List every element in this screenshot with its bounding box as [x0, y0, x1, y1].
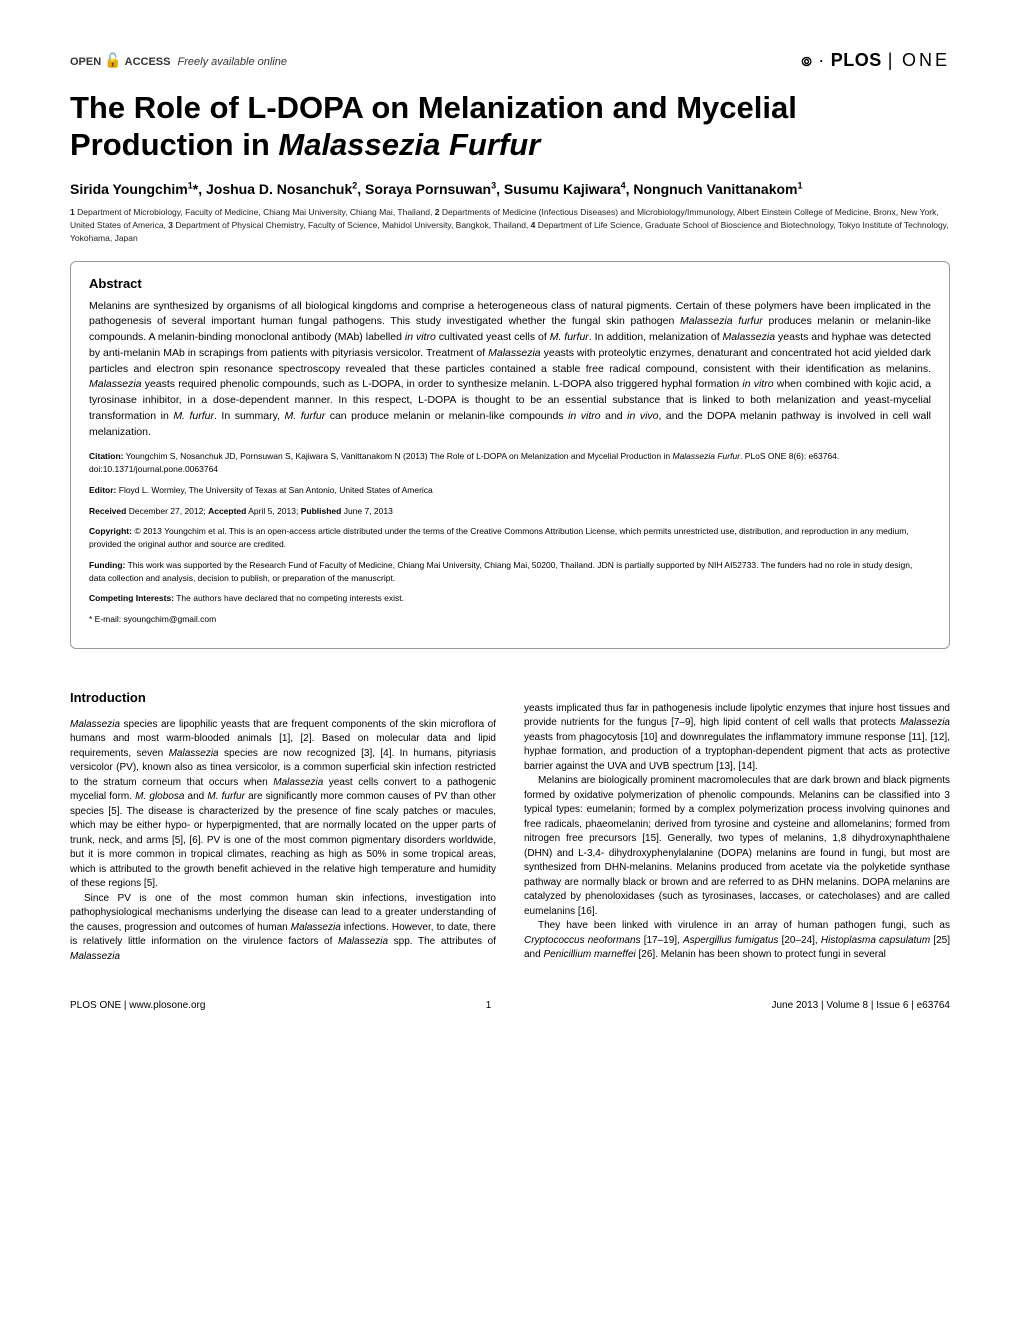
intro-p5: They have been linked with virulence in …	[524, 919, 950, 963]
open-access-access: ACCESS	[125, 56, 171, 68]
footer-left: PLOS ONE | www.plosone.org	[70, 1000, 205, 1011]
page-header: OPEN🔓 ACCESS Freely available online ⦾·PL…	[70, 50, 950, 71]
journal-one: ONE	[902, 50, 950, 70]
copyright: Copyright: © 2013 Youngchim et al. This …	[89, 525, 931, 551]
competing-interests: Competing Interests: The authors have de…	[89, 592, 931, 605]
intro-p2: Since PV is one of the most common human…	[70, 892, 496, 965]
intro-p4: Melanins are biologically prominent macr…	[524, 774, 950, 919]
column-right: yeasts implicated thus far in pathogenes…	[524, 669, 950, 964]
open-access-open: OPEN	[70, 56, 101, 68]
journal-logo: ⦾·PLOS|ONE	[801, 50, 950, 71]
citation: Citation: Youngchim S, Nosanchuk JD, Por…	[89, 450, 931, 476]
article-title: The Role of L-DOPA on Melanization and M…	[70, 89, 950, 163]
lock-icon: 🔓	[104, 52, 121, 68]
body-columns: Introduction Malassezia species are lipo…	[70, 669, 950, 964]
footer-page-number: 1	[486, 1000, 492, 1011]
editor: Editor: Floyd L. Wormley, The University…	[89, 484, 931, 497]
plos-icon: ⦾	[801, 54, 812, 69]
intro-p1: Malassezia species are lipophilic yeasts…	[70, 718, 496, 892]
open-access-tagline: Freely available online	[178, 56, 287, 68]
intro-p3: yeasts implicated thus far in pathogenes…	[524, 702, 950, 775]
introduction-heading: Introduction	[70, 689, 496, 708]
title-species: Malassezia Furfur	[278, 127, 540, 162]
affiliations: 1 Department of Microbiology, Faculty of…	[70, 206, 950, 244]
dates: Received December 27, 2012; Accepted Apr…	[89, 505, 931, 518]
journal-plos: PLOS	[831, 50, 882, 70]
column-left: Introduction Malassezia species are lipo…	[70, 669, 496, 964]
open-access-badge: OPEN🔓 ACCESS Freely available online	[70, 52, 287, 69]
corresponding-email: * E-mail: syoungchim@gmail.com	[89, 613, 931, 626]
funding: Funding: This work was supported by the …	[89, 559, 931, 585]
footer-right: June 2013 | Volume 8 | Issue 6 | e63764	[772, 1000, 950, 1011]
abstract-text: Melanins are synthesized by organisms of…	[89, 299, 931, 441]
abstract-box: Abstract Melanins are synthesized by org…	[70, 261, 950, 649]
page-footer: PLOS ONE | www.plosone.org 1 June 2013 |…	[70, 994, 950, 1011]
author-list: Sirida Youngchim1*, Joshua D. Nosanchuk2…	[70, 179, 950, 200]
abstract-heading: Abstract	[89, 276, 931, 291]
